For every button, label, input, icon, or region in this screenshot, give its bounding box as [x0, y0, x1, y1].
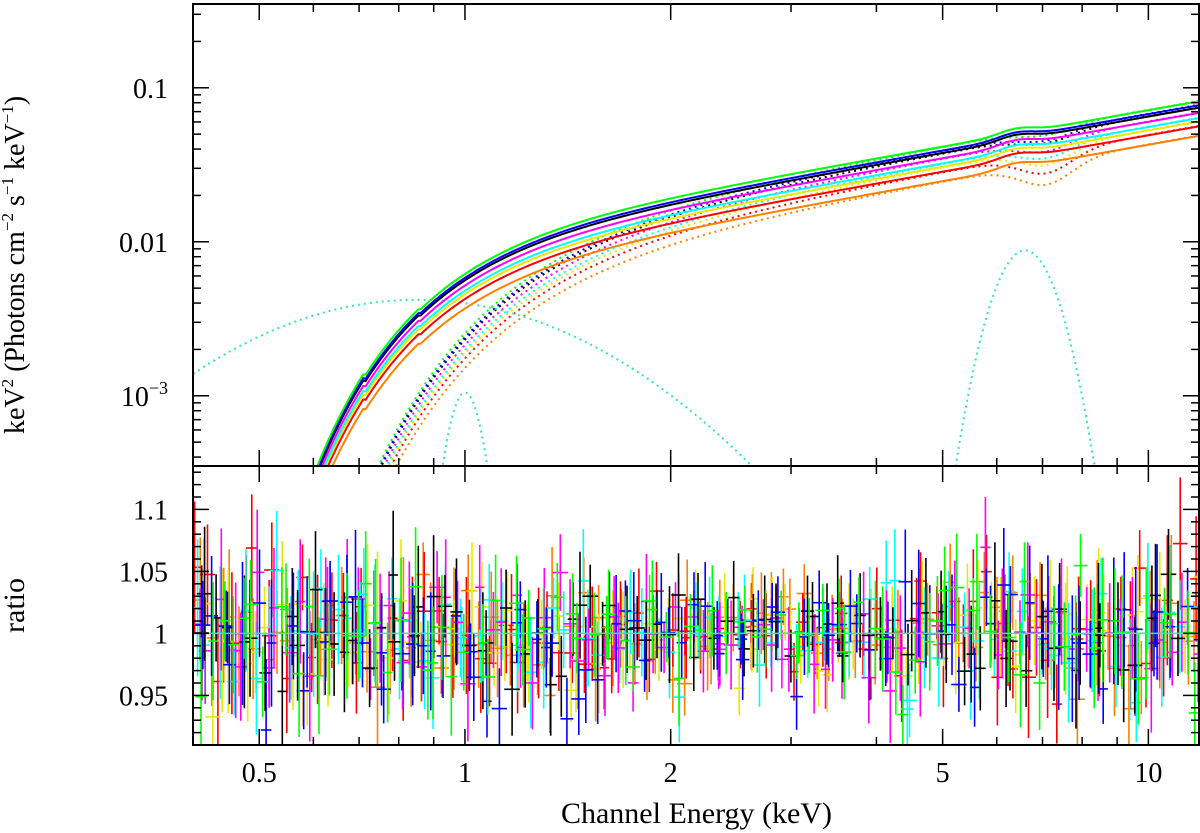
ratio-tick-label: 1.1	[133, 495, 168, 526]
x-axis-title: Channel Energy (keV)	[561, 797, 832, 830]
bottom-panel-residual-points	[193, 477, 1200, 745]
emission-line-6.6keV	[954, 249, 1096, 466]
continuum-curve-green	[377, 99, 1200, 466]
continuum-curve-orange	[394, 134, 1200, 466]
continuum-curve-black	[380, 106, 1200, 466]
continuum-curve-cyan	[385, 116, 1200, 466]
bottom-panel-frame	[192, 465, 1200, 746]
ratio-tick-label: 1	[154, 619, 168, 650]
model-curve-cyan	[323, 116, 1200, 466]
model-curve-black	[318, 106, 1200, 466]
model-curve-blue	[317, 104, 1200, 466]
continuum-curve-blue	[379, 103, 1200, 466]
ratio-tick-label: 1.05	[119, 557, 168, 588]
top-panel-model-curves	[193, 99, 1200, 466]
axes	[192, 3, 1200, 746]
y-tick-label-exponent: 10−3	[121, 378, 168, 413]
axis-labels: 0.5 1 2 5 10 0.1 0.01 10−3 0.95 1 1.05 1.1 Channel E…	[0, 74, 1162, 830]
model-curve-red	[326, 125, 1200, 466]
continuum-curve-magenta	[382, 111, 1200, 466]
ratio-tick-label: 0.95	[119, 681, 168, 712]
top-panel-frame	[192, 3, 1200, 467]
model-curve-yellow	[324, 120, 1200, 466]
y-tick-label: 0.01	[119, 228, 168, 259]
bottom-y-axis-title: ratio	[0, 578, 31, 633]
model-curve-magenta	[321, 111, 1200, 466]
model-curve-orange	[331, 134, 1200, 466]
y-tick-label: 0.1	[133, 74, 168, 105]
x-tick-label: 5	[936, 758, 950, 789]
x-tick-label: 10	[1134, 758, 1162, 789]
continuum-curve-yellow	[387, 119, 1200, 466]
top-y-axis-title: keV2 (Photons cm−2 s−1 keV−1)	[0, 96, 31, 434]
residual-series-green	[195, 527, 1200, 745]
x-tick-label: 2	[664, 758, 678, 789]
x-tick-label: 1	[458, 758, 472, 789]
continuum-curve-red	[389, 124, 1200, 466]
model-curve-green	[316, 100, 1200, 466]
x-tick-label: 0.5	[242, 758, 277, 789]
